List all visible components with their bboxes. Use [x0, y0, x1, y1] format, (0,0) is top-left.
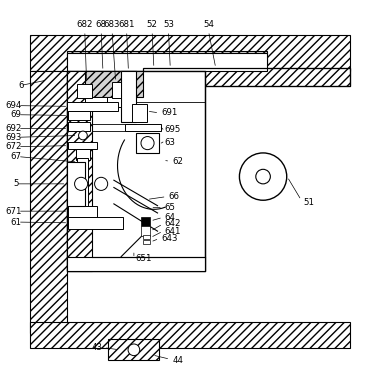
- Text: 54: 54: [203, 20, 214, 29]
- Text: 61: 61: [10, 217, 21, 226]
- Bar: [143, 235, 150, 239]
- Text: 65: 65: [165, 203, 176, 212]
- Bar: [85, 71, 143, 96]
- Text: 64: 64: [165, 213, 176, 222]
- Text: 694: 694: [5, 101, 21, 110]
- Circle shape: [95, 177, 108, 190]
- Bar: [77, 84, 92, 98]
- Text: 43: 43: [92, 343, 103, 352]
- Text: 44: 44: [172, 356, 183, 365]
- Text: 695: 695: [165, 125, 181, 134]
- Bar: [30, 34, 350, 71]
- Bar: [68, 142, 98, 149]
- Bar: [67, 102, 118, 111]
- Text: 643: 643: [161, 234, 178, 243]
- Bar: [136, 133, 159, 153]
- Bar: [67, 256, 205, 271]
- Bar: [143, 68, 350, 86]
- Text: 683: 683: [104, 20, 120, 29]
- Bar: [107, 96, 121, 108]
- Text: 5: 5: [14, 179, 19, 188]
- Bar: [132, 104, 147, 122]
- Text: 68: 68: [95, 20, 107, 29]
- Text: 682: 682: [77, 20, 93, 29]
- Bar: [112, 82, 121, 98]
- Circle shape: [239, 153, 287, 200]
- Bar: [67, 71, 205, 271]
- Circle shape: [141, 136, 154, 150]
- Circle shape: [75, 177, 88, 190]
- Bar: [30, 71, 67, 333]
- Bar: [67, 53, 267, 71]
- Bar: [67, 162, 85, 206]
- Text: 642: 642: [165, 219, 181, 228]
- Text: 691: 691: [161, 108, 178, 117]
- Text: 67: 67: [10, 152, 21, 161]
- Bar: [108, 339, 159, 360]
- Bar: [121, 71, 136, 122]
- Bar: [75, 149, 90, 160]
- Text: 681: 681: [118, 20, 135, 29]
- Bar: [68, 122, 90, 131]
- Bar: [85, 96, 107, 104]
- Bar: [67, 51, 267, 64]
- Bar: [77, 158, 88, 206]
- Text: 63: 63: [165, 138, 176, 147]
- Bar: [143, 68, 350, 86]
- Bar: [68, 206, 98, 217]
- Bar: [143, 240, 149, 244]
- Text: 671: 671: [5, 207, 21, 216]
- Bar: [30, 322, 350, 348]
- Bar: [68, 217, 123, 229]
- Bar: [141, 217, 150, 226]
- Text: 53: 53: [163, 20, 174, 29]
- Circle shape: [128, 344, 140, 355]
- Bar: [141, 226, 150, 236]
- Text: 641: 641: [165, 226, 181, 236]
- Bar: [67, 71, 92, 271]
- Bar: [68, 111, 90, 120]
- Text: 693: 693: [5, 133, 21, 142]
- Text: 6: 6: [18, 81, 24, 90]
- Text: 672: 672: [5, 142, 21, 151]
- Text: 62: 62: [172, 157, 183, 166]
- Text: 51: 51: [303, 198, 314, 207]
- Text: 651: 651: [136, 254, 152, 263]
- Circle shape: [256, 169, 270, 184]
- Bar: [125, 124, 161, 131]
- Text: 692: 692: [5, 124, 21, 133]
- Text: 69: 69: [11, 110, 21, 119]
- Circle shape: [78, 131, 87, 140]
- Text: 52: 52: [147, 20, 158, 29]
- Text: 66: 66: [168, 192, 179, 201]
